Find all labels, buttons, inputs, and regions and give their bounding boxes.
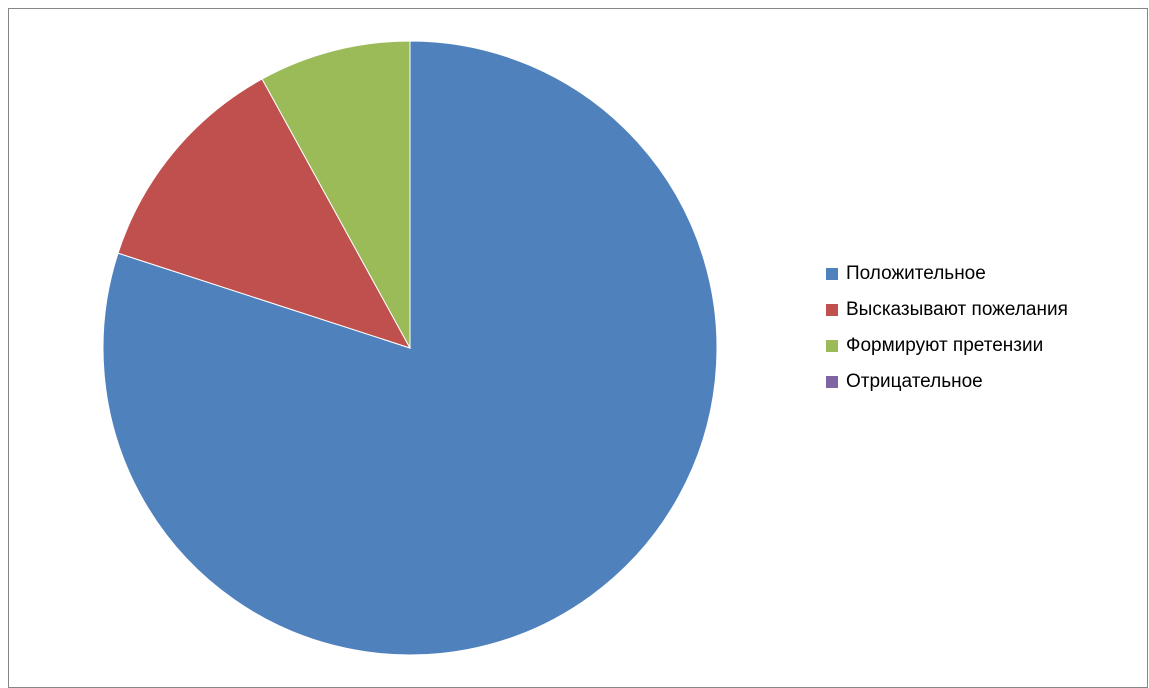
legend-label: Высказывают пожелания xyxy=(846,299,1068,320)
legend-item: Положительное xyxy=(826,262,1068,286)
legend-label: Положительное xyxy=(846,263,986,284)
pie-slice-3 xyxy=(261,40,411,349)
pie-slice-2 xyxy=(117,78,412,349)
legend-swatch xyxy=(826,340,838,352)
legend-swatch xyxy=(826,304,838,316)
legend-item: Формируют претензии xyxy=(826,334,1068,358)
legend: Положительное Высказывают пожелания Формир… xyxy=(826,262,1068,394)
legend-item: Высказывают пожелания xyxy=(826,298,1068,322)
legend-swatch xyxy=(826,268,838,280)
legend-item: Отрицательное xyxy=(826,370,1068,394)
legend-swatch xyxy=(826,376,838,388)
legend-label: Формируют претензии xyxy=(846,335,1044,356)
legend-label: Отрицательное xyxy=(846,371,983,392)
